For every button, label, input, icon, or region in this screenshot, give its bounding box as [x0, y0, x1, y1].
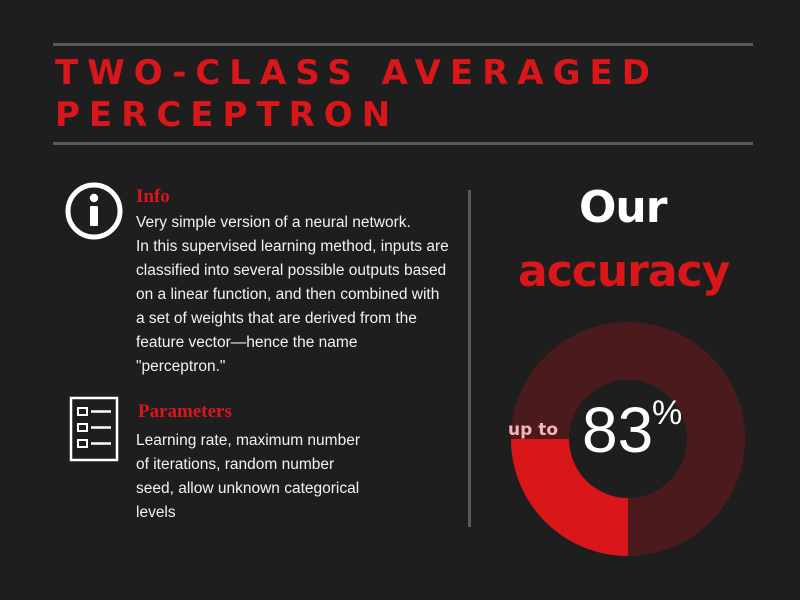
accuracy-value: 83	[582, 394, 654, 466]
info-line: classified into several possible outputs…	[136, 262, 447, 279]
info-line: a set of weights that are derived from t…	[136, 310, 417, 327]
info-line: "perceptron."	[136, 358, 226, 375]
donut-highlight	[511, 439, 628, 556]
top-rule	[53, 43, 753, 46]
info-line: on a linear function, and then combined …	[136, 286, 440, 303]
accuracy-heading-line-2: accuracy	[518, 246, 730, 297]
accuracy-donut	[511, 322, 745, 556]
accuracy-heading-line-1: Our	[579, 182, 667, 233]
title-line-2: PERCEPTRON	[55, 95, 400, 135]
parameters-line: of iterations, random number	[136, 456, 335, 473]
info-line: Very simple version of a neural network.	[136, 214, 411, 231]
page-title: TWO-CLASS AVERAGED PERCEPTRON	[55, 52, 659, 136]
accuracy-unit: %	[652, 394, 683, 432]
info-heading: Info	[136, 186, 170, 207]
info-line: feature vector—hence the name	[136, 334, 358, 351]
parameters-line: Learning rate, maximum number	[136, 432, 360, 449]
parameters-heading: Parameters	[138, 401, 232, 422]
vertical-divider	[468, 190, 471, 527]
parameters-line: levels	[136, 504, 176, 521]
info-line: In this supervised learning method, inpu…	[136, 238, 449, 255]
info-icon	[65, 182, 123, 240]
document-list-icon	[69, 396, 119, 462]
parameters-line: seed, allow unknown categorical	[136, 480, 360, 497]
accuracy-prefix: up to	[508, 420, 558, 440]
bottom-rule	[53, 142, 753, 145]
parameters-body: Learning rate, maximum number of iterati…	[136, 429, 360, 525]
title-line-1: TWO-CLASS AVERAGED	[55, 53, 659, 93]
info-body: Very simple version of a neural network.…	[136, 211, 449, 379]
